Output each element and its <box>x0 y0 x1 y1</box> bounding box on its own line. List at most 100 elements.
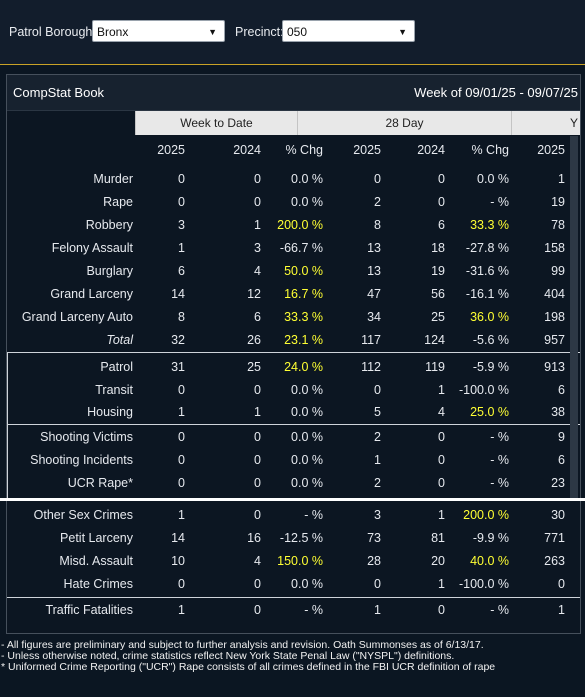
count-cell: 47 <box>367 287 381 301</box>
table-row: Petit Larceny 14 16 -12.5 % 73 81 -9.9 % 771 <box>7 527 580 549</box>
count-cell: 1 <box>438 383 445 397</box>
count-cell: 1 <box>438 508 445 522</box>
count-cell: 0 <box>438 430 445 444</box>
count-cell: 0 <box>178 476 185 490</box>
count-cell: 0 <box>558 577 565 591</box>
pct-chg-cell: 150.0 % <box>277 554 323 568</box>
row-label: Transit <box>95 383 133 397</box>
count-cell: 198 <box>544 310 565 324</box>
pct-chg-cell: - % <box>490 195 509 209</box>
count-cell: 19 <box>431 264 445 278</box>
table-row: Murder 0 0 0.0 % 0 0 0.0 % 1 <box>7 168 580 190</box>
count-cell: 119 <box>425 360 445 374</box>
table-row: Burglary 6 4 50.0 % 13 19 -31.6 % 99 <box>7 260 580 282</box>
count-cell: 263 <box>544 554 565 568</box>
borough-select[interactable]: Bronx ▼ <box>92 20 225 42</box>
table-row: Shooting Victims 0 0 0.0 % 2 0 - % 9 <box>7 426 580 448</box>
count-cell: 0 <box>254 577 261 591</box>
pct-chg-cell: -5.9 % <box>472 360 509 374</box>
count-cell: 5 <box>374 405 381 419</box>
group-header-week-to-date: Week to Date <box>135 111 297 135</box>
count-cell: 6 <box>558 453 565 467</box>
table-row: Transit 0 0 0.0 % 0 1 -100.0 % 6 <box>7 379 580 401</box>
count-cell: 0 <box>374 383 381 397</box>
precinct-select[interactable]: 050 ▼ <box>282 20 415 42</box>
count-cell: 20 <box>431 554 445 568</box>
row-label: Petit Larceny <box>60 531 133 545</box>
pct-chg-cell: 16.7 % <box>284 287 323 301</box>
count-cell: 1 <box>374 453 381 467</box>
row-label: Shooting Victims <box>40 430 133 444</box>
count-cell: 12 <box>247 287 261 301</box>
count-cell: 9 <box>558 430 565 444</box>
count-cell: 6 <box>178 264 185 278</box>
pct-chg-cell: 36.0 % <box>470 310 509 324</box>
row-label: Other Sex Crimes <box>33 508 133 522</box>
table-row: Housing 1 1 0.0 % 5 4 25.0 % 38 <box>7 401 580 423</box>
count-cell: 31 <box>171 360 185 374</box>
pct-chg-cell: 0.0 % <box>291 476 323 490</box>
divider <box>7 597 580 598</box>
count-cell: 0 <box>178 195 185 209</box>
count-cell: 117 <box>361 333 381 347</box>
table-row: Shooting Incidents 0 0 0.0 % 1 0 - % 6 <box>7 449 580 471</box>
count-cell: 0 <box>178 430 185 444</box>
row-label: Total <box>106 333 133 347</box>
table-row: UCR Rape* 0 0 0.0 % 2 0 - % 23 <box>7 472 580 494</box>
count-cell: 0 <box>438 195 445 209</box>
count-cell: 1 <box>254 405 261 419</box>
table-row: Grand Larceny 14 12 16.7 % 47 56 -16.1 % 404 <box>7 283 580 305</box>
count-cell: 18 <box>431 241 445 255</box>
count-cell: 32 <box>171 333 185 347</box>
pct-chg-cell: 0.0 % <box>291 195 323 209</box>
footnote: - Unless otherwise noted, crime statisti… <box>1 650 455 662</box>
count-cell: 2 <box>374 476 381 490</box>
count-cell: 1 <box>178 241 185 255</box>
pct-chg-cell: 200.0 % <box>277 218 323 232</box>
pct-chg-cell: -9.9 % <box>472 531 509 545</box>
count-cell: 771 <box>544 531 565 545</box>
count-cell: 26 <box>247 333 261 347</box>
pct-chg-cell: - % <box>304 603 323 617</box>
count-cell: 0 <box>374 577 381 591</box>
count-cell: 1 <box>254 218 261 232</box>
count-cell: 0 <box>438 172 445 186</box>
pct-chg-cell: - % <box>490 603 509 617</box>
row-label: Burglary <box>86 264 133 278</box>
count-cell: 13 <box>367 264 381 278</box>
pct-chg-cell: 40.0 % <box>470 554 509 568</box>
count-cell: 99 <box>551 264 565 278</box>
count-cell: 913 <box>544 360 565 374</box>
pct-chg-cell: -100.0 % <box>458 577 509 591</box>
count-cell: 30 <box>551 508 565 522</box>
count-cell: 0 <box>254 172 261 186</box>
row-label: Hate Crimes <box>63 577 133 591</box>
year-header: 2025 <box>353 143 381 157</box>
row-label: Traffic Fatalities <box>45 603 133 617</box>
pct-chg-cell: - % <box>490 430 509 444</box>
count-cell: 3 <box>374 508 381 522</box>
count-cell: 1 <box>178 603 185 617</box>
count-cell: 112 <box>361 360 381 374</box>
count-cell: 1 <box>374 603 381 617</box>
count-cell: 0 <box>438 603 445 617</box>
count-cell: 81 <box>431 531 445 545</box>
row-label: Rape <box>103 195 133 209</box>
count-cell: 25 <box>431 310 445 324</box>
count-cell: 0 <box>254 603 261 617</box>
count-cell: 0 <box>438 453 445 467</box>
year-header: 2024 <box>233 143 261 157</box>
row-label: Grand Larceny Auto <box>21 310 133 324</box>
count-cell: 0 <box>178 172 185 186</box>
pct-chg-cell: -5.6 % <box>472 333 509 347</box>
count-cell: 3 <box>178 218 185 232</box>
count-cell: 4 <box>254 264 261 278</box>
scrollbar[interactable] <box>570 136 578 498</box>
divider <box>7 352 580 353</box>
borough-value: Bronx <box>97 25 129 39</box>
group-header-28-day: 28 Day <box>297 111 511 135</box>
borough-label: Patrol Borough: <box>9 25 96 39</box>
pct-chg-cell: 50.0 % <box>284 264 323 278</box>
pct-chg-cell: 33.3 % <box>284 310 323 324</box>
count-cell: 16 <box>247 531 261 545</box>
